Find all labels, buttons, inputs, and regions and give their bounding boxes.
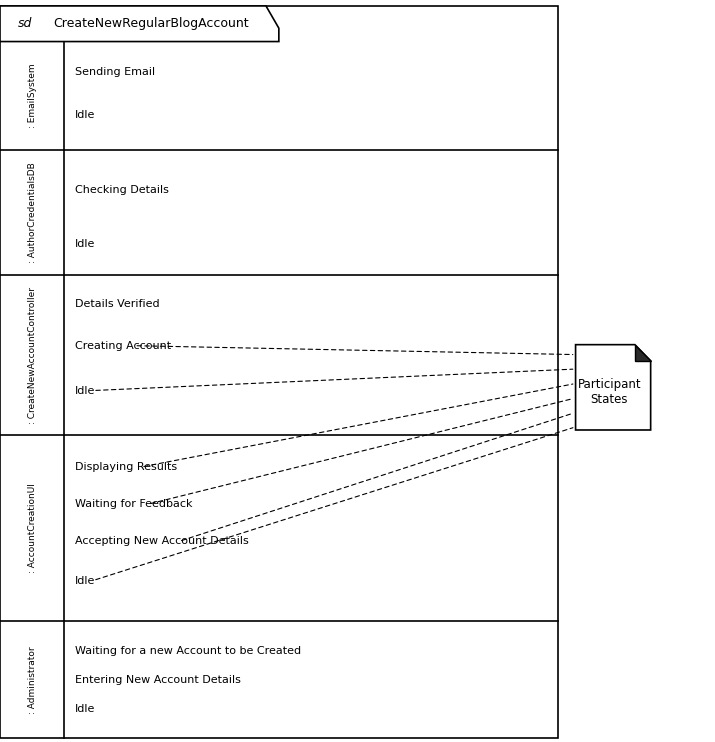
Text: : CreateNewAccountController: : CreateNewAccountController — [28, 287, 36, 424]
Polygon shape — [635, 345, 651, 361]
Text: Idle: Idle — [75, 110, 95, 120]
Text: : AccountCreationUI: : AccountCreationUI — [28, 484, 36, 574]
Bar — [0, 6, 558, 738]
Text: Creating Account: Creating Account — [75, 341, 171, 351]
Polygon shape — [576, 345, 651, 430]
Text: Checking Details: Checking Details — [75, 185, 169, 195]
Text: Waiting for Feedback: Waiting for Feedback — [75, 499, 192, 509]
Polygon shape — [0, 6, 279, 42]
Text: CreateNewRegularBlogAccount: CreateNewRegularBlogAccount — [54, 17, 250, 30]
Text: : EmailSystem: : EmailSystem — [28, 63, 36, 128]
Text: Details Verified: Details Verified — [75, 299, 159, 309]
Text: Idle: Idle — [75, 239, 95, 249]
Text: Idle: Idle — [75, 576, 95, 585]
Text: Sending Email: Sending Email — [75, 67, 155, 77]
Text: Participant
States: Participant States — [578, 378, 641, 406]
Text: Waiting for a new Account to be Created: Waiting for a new Account to be Created — [75, 646, 301, 656]
Text: Idle: Idle — [75, 386, 95, 395]
Text: sd: sd — [18, 17, 32, 30]
Text: : AuthorCredentialsDB: : AuthorCredentialsDB — [28, 162, 36, 263]
Text: Entering New Account Details: Entering New Account Details — [75, 675, 241, 685]
Text: Idle: Idle — [75, 704, 95, 714]
Text: : Administrator: : Administrator — [28, 646, 36, 714]
Text: Displaying Results: Displaying Results — [75, 462, 177, 472]
Text: Accepting New Account Details: Accepting New Account Details — [75, 536, 249, 546]
